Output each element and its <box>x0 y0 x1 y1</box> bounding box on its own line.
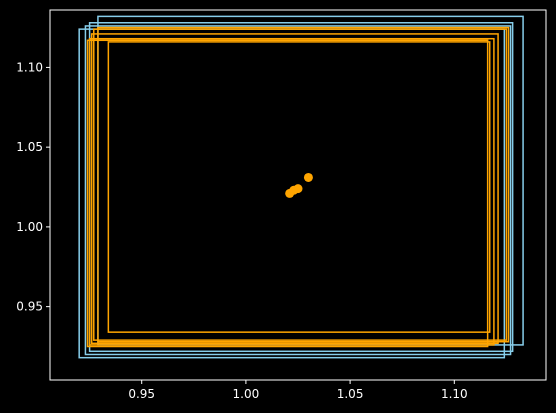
y-tick-label: 1.10 <box>16 60 43 74</box>
scatter-point-4 <box>303 172 313 182</box>
y-tick-label: 1.00 <box>16 220 43 234</box>
y-axis: 0.95 1.00 1.05 1.10 <box>16 60 50 314</box>
rectangle-outline-9 <box>97 26 510 343</box>
rectangle-outline-8 <box>93 28 508 341</box>
scatter-point-3 <box>293 184 303 194</box>
y-tick-label: 0.95 <box>16 300 43 314</box>
rectangle-outline-2 <box>84 25 512 356</box>
y-tick-label: 1.05 <box>16 140 43 154</box>
x-axis: 0.95 1.00 1.05 1.10 <box>128 380 468 401</box>
plot-area <box>78 15 524 359</box>
rectangle-outline-7 <box>90 33 499 345</box>
x-tick-label: 1.10 <box>441 387 468 401</box>
axes-frame <box>49 9 547 381</box>
x-tick-label: 1.05 <box>337 387 364 401</box>
rectangle-outline-5 <box>86 39 489 348</box>
x-tick-label: 1.00 <box>233 387 260 401</box>
rectangle-outline-6 <box>88 37 495 346</box>
rectangle-outline-10 <box>107 41 491 333</box>
x-tick-label: 0.95 <box>128 387 155 401</box>
